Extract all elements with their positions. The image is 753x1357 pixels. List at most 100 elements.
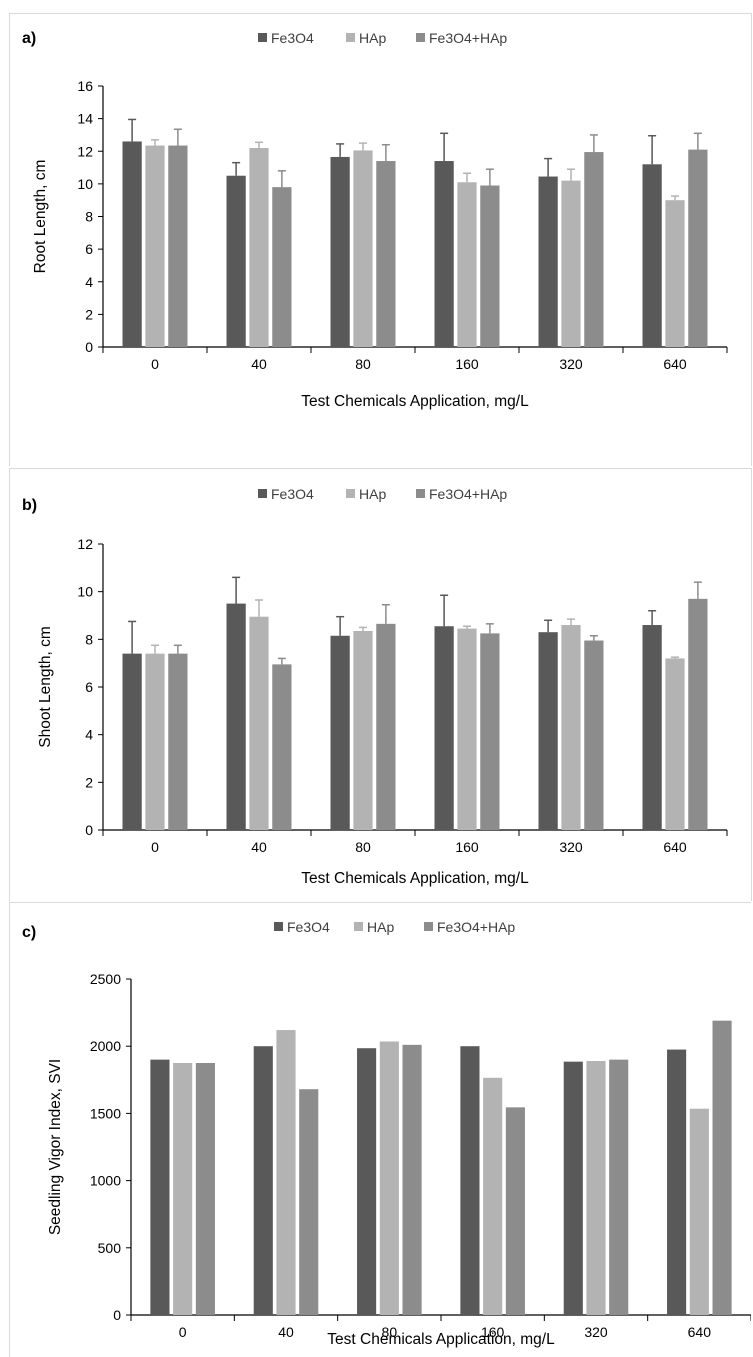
bar <box>353 150 373 347</box>
y-tick-label: 2000 <box>90 1038 121 1054</box>
y-tick-label: 16 <box>77 78 93 94</box>
bar <box>712 1020 732 1315</box>
legend-label: Fe3O4+HAp <box>437 919 515 935</box>
y-tick-label: 2 <box>85 306 93 322</box>
bar <box>457 628 477 830</box>
legend-swatch <box>424 922 433 931</box>
legend-swatch <box>416 489 425 498</box>
legend-swatch <box>354 922 363 931</box>
bar <box>642 164 662 347</box>
y-tick-label: 2500 <box>90 971 121 987</box>
x-tick-label: 160 <box>455 356 479 372</box>
y-tick-label: 10 <box>77 176 93 192</box>
bar <box>457 182 477 347</box>
bar <box>689 1108 709 1315</box>
x-axis-title: Test Chemicals Application, mg/L <box>301 393 529 410</box>
bar <box>150 1059 170 1315</box>
bar <box>276 1030 296 1315</box>
bar <box>145 145 165 347</box>
bar <box>586 1060 606 1315</box>
x-tick-label: 320 <box>559 356 583 372</box>
bar <box>688 598 708 830</box>
bar <box>402 1044 422 1315</box>
x-tick-label: 40 <box>251 839 267 855</box>
x-tick-label: 80 <box>382 1324 398 1340</box>
y-tick-label: 8 <box>85 209 93 225</box>
bar <box>226 603 246 830</box>
x-tick-label: 0 <box>151 356 159 372</box>
bar <box>122 141 142 347</box>
y-tick-label: 12 <box>77 536 93 552</box>
y-tick-label: 1500 <box>90 1105 121 1121</box>
y-tick-label: 0 <box>85 339 93 355</box>
x-axis-title: Test Chemicals Application, mg/L <box>301 870 529 887</box>
bar <box>483 1077 503 1315</box>
x-axis-title: Test Chemicals Application, mg/L <box>327 1331 555 1348</box>
bar <box>353 630 373 830</box>
y-tick-label: 6 <box>85 241 93 257</box>
y-tick-label: 12 <box>77 143 93 159</box>
bar <box>561 180 581 347</box>
bar <box>226 175 246 347</box>
bar <box>249 147 269 347</box>
bar <box>584 152 604 347</box>
chart-svg: c) Fe3O4 HAp Fe3O4+HAp 0 500 1000 1500 2000 2500 0… <box>22 919 751 1348</box>
x-tick-label: 160 <box>455 839 479 855</box>
y-tick-label: 4 <box>85 274 93 290</box>
legend-label: Fe3O4 <box>271 30 314 46</box>
bar <box>379 1041 399 1315</box>
bar <box>688 149 708 347</box>
y-axis-title: Seedling Vigor Index, SVI <box>47 1059 64 1235</box>
legend-label: Fe3O4+HAp <box>429 486 507 502</box>
bar <box>505 1107 525 1315</box>
bar <box>330 156 350 347</box>
y-tick-label: 500 <box>98 1240 122 1256</box>
legend-swatch <box>346 33 355 42</box>
legend-label: Fe3O4 <box>271 486 314 502</box>
bar <box>642 625 662 830</box>
legend-swatch <box>258 489 267 498</box>
chart-panel-a: a) Fe3O4 HAp Fe3O4+HAp 0 2 4 6 8 10 12 14 16 0 40 80 160… <box>9 13 752 466</box>
x-tick-label: 320 <box>559 839 583 855</box>
y-tick-label: 14 <box>77 111 93 127</box>
x-tick-label: 0 <box>151 839 159 855</box>
bar <box>609 1059 629 1315</box>
bar <box>434 626 454 830</box>
chart-svg: b) Fe3O4 HAp Fe3O4+HAp 0 2 4 6 8 10 12 0 40 80 160 320 6… <box>22 486 728 887</box>
legend-label: HAp <box>359 486 386 502</box>
panel-label: a) <box>22 30 36 47</box>
x-tick-label: 320 <box>584 1324 608 1340</box>
bar <box>122 653 142 830</box>
legend-swatch <box>258 33 267 42</box>
bar <box>173 1063 193 1315</box>
y-tick-label: 1000 <box>90 1173 121 1189</box>
bar <box>665 658 685 830</box>
legend-swatch <box>274 922 283 931</box>
legend-label: Fe3O4+HAp <box>429 30 507 46</box>
x-tick-label: 80 <box>355 839 371 855</box>
bar <box>357 1048 377 1315</box>
bar <box>538 176 558 347</box>
x-tick-label: 40 <box>278 1324 294 1340</box>
bar <box>272 664 292 830</box>
x-tick-label: 160 <box>481 1324 505 1340</box>
bar <box>299 1089 319 1315</box>
y-tick-label: 4 <box>85 727 93 743</box>
bar <box>584 640 604 830</box>
bar <box>330 635 350 830</box>
y-axis-title: Shoot Length, cm <box>37 626 54 748</box>
chart-panel-b: b) Fe3O4 HAp Fe3O4+HAp 0 2 4 6 8 10 12 0 40 80 160 320 6… <box>9 468 752 901</box>
bar <box>376 161 396 347</box>
bar <box>272 187 292 347</box>
y-tick-label: 0 <box>85 822 93 838</box>
x-tick-label: 640 <box>663 839 687 855</box>
bar <box>563 1061 583 1315</box>
y-tick-label: 10 <box>77 584 93 600</box>
bar <box>168 653 188 830</box>
bar <box>145 653 165 830</box>
bar <box>253 1046 273 1315</box>
bar <box>249 616 269 830</box>
bar <box>168 145 188 347</box>
x-tick-label: 640 <box>663 356 687 372</box>
